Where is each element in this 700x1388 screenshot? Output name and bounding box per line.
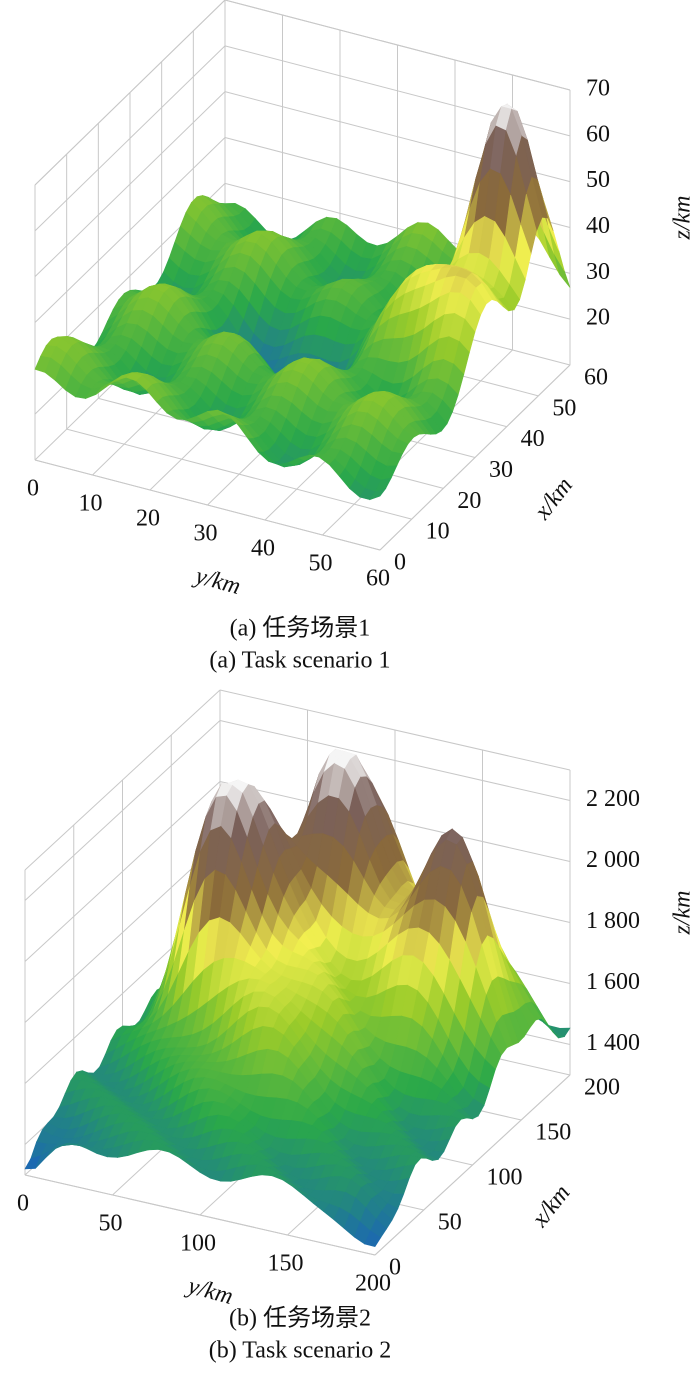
x-tick-label: 20 — [457, 488, 481, 514]
grid-line — [24, 781, 221, 962]
x-tick-label: 50 — [438, 1210, 462, 1236]
z-tick-label: 1 800 — [586, 908, 640, 934]
x-tick-label: 150 — [535, 1120, 571, 1146]
z-tick-label: 50 — [586, 167, 610, 193]
y-tick-label: 60 — [366, 566, 390, 592]
y-tick-label: 50 — [99, 1211, 123, 1237]
x-axis-label: x/km — [527, 1180, 576, 1233]
grid-line — [24, 842, 221, 1023]
z-tick-label: 40 — [586, 213, 610, 239]
x-axis-label: x/km — [529, 473, 578, 526]
y-tick-label: 200 — [355, 1271, 391, 1297]
x-tick-label: 60 — [584, 365, 608, 391]
x-tick-label: 30 — [489, 457, 513, 483]
grid-line — [34, 45, 226, 232]
surface-patch — [364, 1230, 382, 1247]
y-tick-label: 50 — [309, 551, 333, 577]
grid-line — [219, 781, 571, 862]
y-tick-label: 30 — [194, 521, 218, 547]
z-tick-label: 60 — [586, 121, 610, 147]
caption-en: (a) Task scenario 1 — [209, 648, 390, 674]
z-tick-label: 70 — [586, 76, 610, 102]
z-tick-label: 2 000 — [586, 847, 640, 873]
x-tick-label: 10 — [426, 519, 450, 545]
grid-line — [322, 349, 513, 536]
y-tick-label: 150 — [268, 1251, 304, 1277]
y-axis-label: y/km — [183, 1273, 235, 1310]
z-tick-label: 30 — [586, 259, 610, 285]
grid-line — [34, 91, 226, 278]
y-tick-label: 0 — [17, 1191, 29, 1217]
x-tick-label: 50 — [552, 395, 576, 421]
x-tick-label: 0 — [389, 1255, 401, 1281]
y-tick-label: 0 — [27, 476, 39, 502]
caption-en: (b) Task scenario 2 — [209, 1338, 391, 1364]
caption-cn: (a) 任务场景1 — [230, 615, 371, 642]
z-axis-label: z/km — [670, 891, 696, 936]
x-tick-label: 40 — [521, 426, 545, 452]
y-tick-label: 10 — [79, 491, 103, 517]
x-tick-label: 100 — [487, 1165, 523, 1191]
x-tick-label: 0 — [394, 550, 406, 576]
surface-patch — [554, 253, 571, 288]
z-tick-label: 1 400 — [586, 1030, 640, 1056]
surface-chart: 20304050607001020304050600102030405060y/… — [27, 0, 696, 674]
caption-cn: (b) 任务场景2 — [229, 1305, 371, 1332]
grid-line — [34, 137, 226, 323]
x-tick-label: 200 — [584, 1075, 620, 1101]
z-tick-label: 2 200 — [586, 786, 640, 812]
grid-line — [24, 720, 221, 901]
z-tick-label: 1 600 — [586, 969, 640, 995]
surface-patch — [369, 488, 387, 501]
z-axis-label: z/km — [670, 196, 696, 241]
grid-line — [34, 0, 226, 186]
y-axis-label: y/km — [191, 563, 243, 600]
y-tick-label: 100 — [180, 1231, 216, 1257]
z-tick-label: 20 — [586, 305, 610, 331]
grid-line — [219, 720, 571, 801]
grid-line — [379, 364, 571, 551]
grid-line — [374, 1074, 571, 1256]
y-tick-label: 40 — [251, 536, 275, 562]
y-tick-label: 20 — [136, 506, 160, 532]
grid-line — [224, 0, 571, 91]
